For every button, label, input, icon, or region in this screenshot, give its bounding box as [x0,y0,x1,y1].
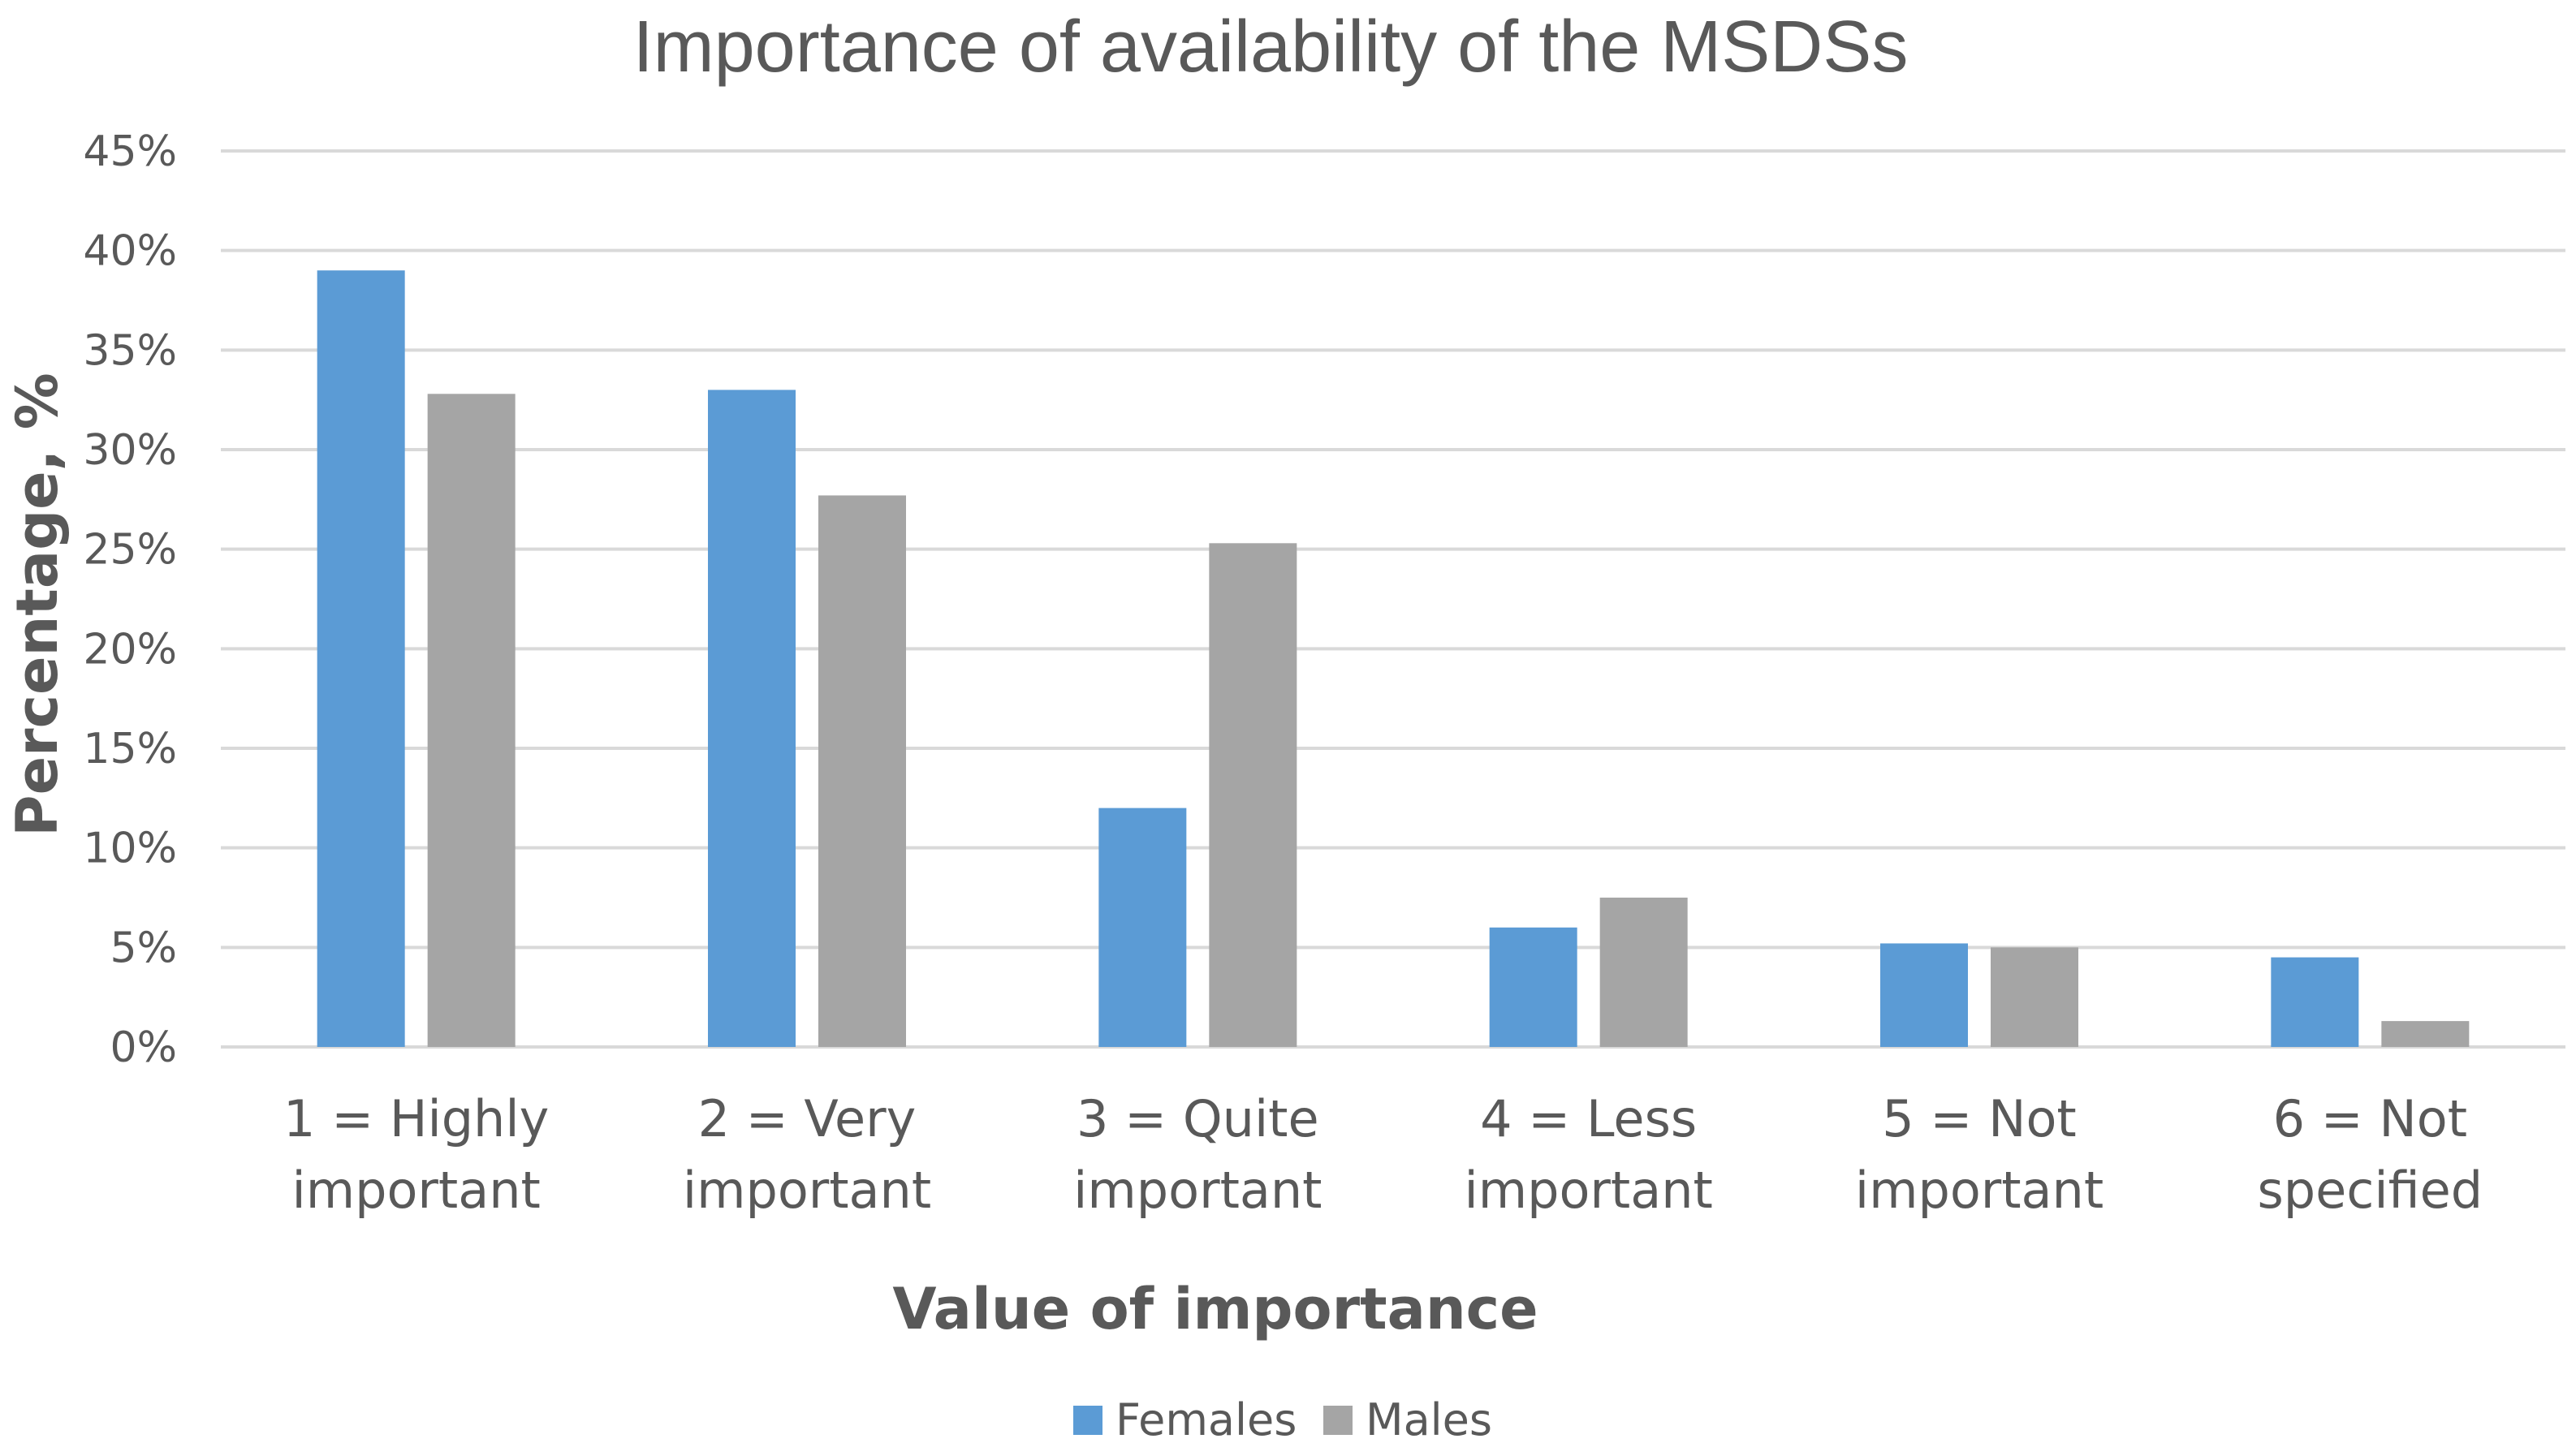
gridlines [221,149,2565,1049]
x-category-label: 2 = Very important [683,1089,931,1220]
y-tick-label: 20% [83,625,177,674]
legend-swatch [1073,1406,1102,1435]
y-tick-label: 30% [83,426,177,475]
x-axis-title: Value of importance [892,1276,1538,1342]
x-category-label: 3 = Quite important [1073,1089,1322,1220]
bars [317,270,2470,1048]
bar-males-5 [1991,947,2078,1047]
chart-title: Importance of availability of the MSDSs [633,6,1909,88]
y-tick-label: 10% [83,825,177,873]
x-category-label: 5 = Not important [1855,1089,2104,1220]
bar-males-4 [1599,898,1688,1047]
bar-males-1 [427,394,516,1048]
x-category-label: 6 = Not specified [2257,1089,2483,1220]
bar-females-1 [317,270,405,1047]
legend-label: Females [1115,1394,1297,1445]
legend-swatch [1323,1406,1353,1435]
bar-females-2 [708,390,796,1047]
legend: Females Males [1073,1394,1492,1445]
bar-males-2 [818,495,906,1047]
legend-label: Males [1366,1394,1492,1445]
bar-females-3 [1098,808,1187,1047]
y-tick-label: 45% [83,127,177,176]
y-tick-label: 5% [110,924,178,972]
x-category-label: 1 = Highly important [283,1089,549,1220]
bar-males-3 [1209,543,1297,1047]
y-tick-label: 15% [83,725,177,773]
bar-females-6 [2271,957,2359,1047]
y-axis-title: Percentage, % [4,373,71,836]
legend-item-males: Males [1323,1394,1492,1445]
x-category-label: 4 = Less important [1465,1089,1713,1220]
y-tick-label: 25% [83,526,177,575]
x-axis-categories: 1 = Highly important 2 = Very important 3 = … [283,1089,2483,1220]
bar-females-5 [1880,943,1968,1047]
bar-females-4 [1489,927,1577,1047]
y-tick-label: 40% [83,227,177,276]
y-tick-label: 35% [83,326,177,375]
y-axis-ticks: 0% 5% 10% 15% 20% 25% 30% 35% 40% 45% [83,127,177,1072]
y-tick-label: 0% [110,1023,178,1072]
legend-item-females: Females [1073,1394,1297,1445]
bar-males-6 [2381,1021,2470,1047]
